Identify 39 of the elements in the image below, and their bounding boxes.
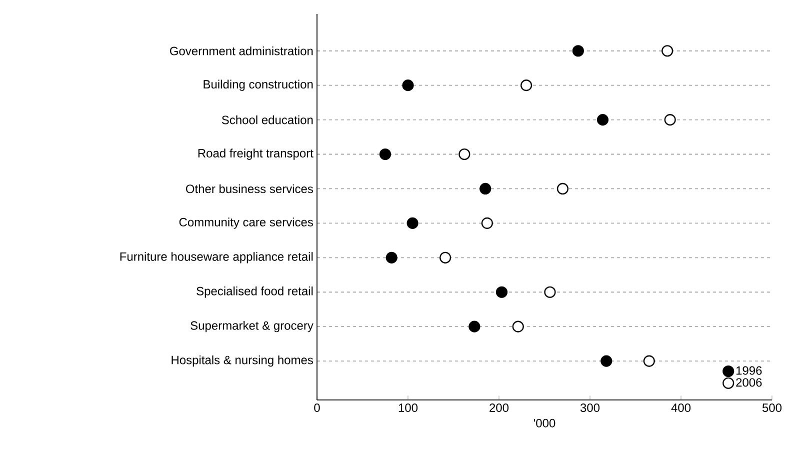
- x-tick-label: 0: [314, 404, 320, 412]
- point: [556, 182, 568, 195]
- point: [481, 217, 493, 229]
- point: [468, 320, 480, 332]
- y-tick-label: Supermarket & grocery: [190, 320, 314, 332]
- y-tick-label: Furniture houseware appliance retail: [120, 252, 313, 264]
- y-tick-label: School education: [222, 115, 313, 124]
- point: [379, 148, 392, 160]
- point: [480, 182, 492, 195]
- point: [544, 286, 556, 298]
- x-tick-label: 500: [762, 404, 782, 412]
- x-tick-label: 100: [398, 404, 418, 412]
- point: [643, 355, 655, 367]
- point: [496, 286, 508, 298]
- x-tick-label: 300: [580, 404, 600, 412]
- point: [572, 45, 584, 57]
- legend-label: 2006: [736, 378, 762, 387]
- point: [596, 114, 609, 126]
- point: [402, 80, 414, 92]
- x-tick-label: 200: [490, 404, 509, 412]
- point: [406, 217, 418, 229]
- point: [520, 80, 532, 92]
- point: [386, 252, 398, 264]
- y-tick-label: Specialised food retail: [196, 286, 313, 298]
- point: [458, 148, 470, 160]
- point: [600, 355, 612, 367]
- point: [440, 252, 452, 264]
- point: [664, 114, 676, 126]
- y-tick-label: Building construction: [204, 80, 313, 91]
- y-tick-label: Government administration: [170, 46, 313, 56]
- x-axis-title: '000: [534, 418, 556, 428]
- y-tick-label: Road freight transport: [198, 148, 314, 160]
- y-tick-label: Hospitals & nursing homes: [172, 355, 314, 367]
- x-tick-label: 400: [671, 404, 691, 412]
- point: [512, 320, 524, 332]
- y-tick-label: Other business services: [186, 184, 314, 194]
- legend-label: 1996: [736, 366, 762, 375]
- point: [662, 45, 674, 57]
- y-tick-label: Community care services: [179, 218, 314, 229]
